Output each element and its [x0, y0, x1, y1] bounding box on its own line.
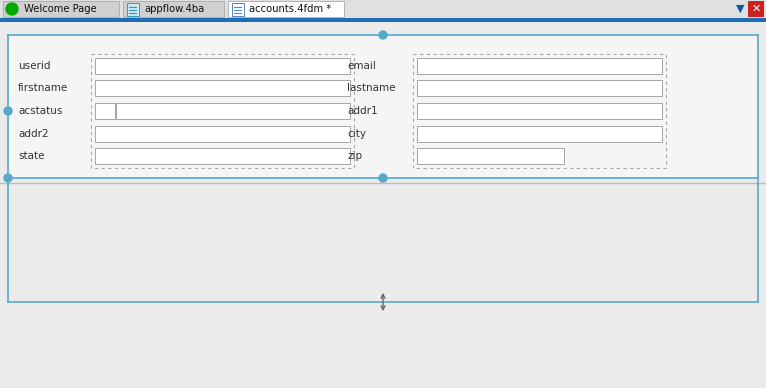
- Bar: [95, 103, 115, 119]
- Circle shape: [379, 174, 387, 182]
- Bar: [95, 148, 350, 164]
- Bar: [0, 18, 766, 22]
- Text: addr2: addr2: [18, 129, 48, 139]
- Bar: [127, 3, 139, 16]
- Circle shape: [379, 31, 387, 39]
- Text: firstname: firstname: [18, 83, 68, 93]
- Text: Welcome Page: Welcome Page: [24, 4, 97, 14]
- Bar: [417, 126, 662, 142]
- Text: email: email: [347, 61, 376, 71]
- Text: ✕: ✕: [751, 4, 761, 14]
- Bar: [232, 3, 244, 16]
- Bar: [417, 103, 662, 119]
- Circle shape: [6, 3, 18, 15]
- Text: lastname: lastname: [347, 83, 395, 93]
- Bar: [413, 54, 666, 168]
- Text: appflow.4ba: appflow.4ba: [144, 4, 205, 14]
- Bar: [417, 58, 662, 74]
- Circle shape: [4, 174, 12, 182]
- Bar: [91, 54, 354, 168]
- Bar: [95, 80, 350, 96]
- Bar: [9, 36, 757, 177]
- Text: acstatus: acstatus: [18, 106, 62, 116]
- Text: city: city: [347, 129, 366, 139]
- Bar: [228, 1, 344, 17]
- Bar: [0, 0, 766, 18]
- Bar: [3, 1, 119, 17]
- Bar: [95, 58, 350, 74]
- Text: zip: zip: [347, 151, 362, 161]
- Bar: [123, 1, 224, 17]
- Text: addr1: addr1: [347, 106, 378, 116]
- Circle shape: [4, 107, 12, 115]
- Bar: [95, 126, 350, 142]
- Text: accounts.4fdm *: accounts.4fdm *: [249, 4, 331, 14]
- Bar: [417, 80, 662, 96]
- Bar: [417, 148, 564, 164]
- Text: userid: userid: [18, 61, 51, 71]
- Text: ▼: ▼: [736, 4, 745, 14]
- Text: state: state: [18, 151, 44, 161]
- Bar: [748, 1, 764, 17]
- Bar: [116, 103, 350, 119]
